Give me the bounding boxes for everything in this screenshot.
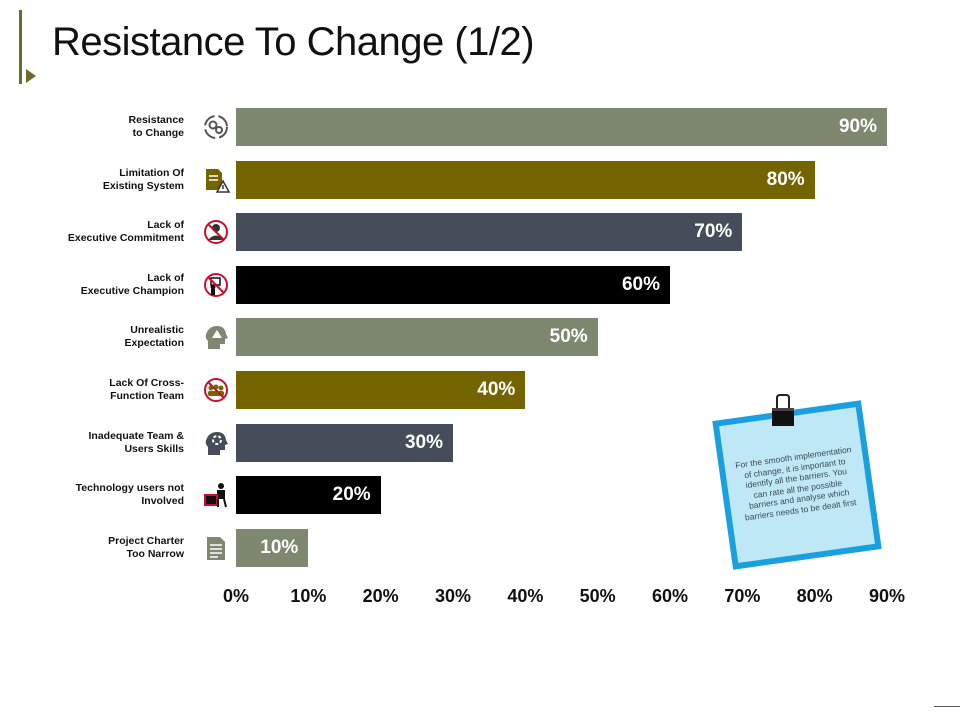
bar-data-label: 70% xyxy=(694,221,733,243)
bar: 10% xyxy=(236,528,309,567)
x-tick-label: 0% xyxy=(222,586,249,606)
x-tick-label: 80% xyxy=(796,586,833,606)
document-icon xyxy=(207,536,225,560)
category-label: Limitation Of Existing System xyxy=(102,166,184,192)
bar: 20% xyxy=(236,476,381,515)
no-presenter-icon xyxy=(204,272,228,297)
document-warning-icon xyxy=(206,168,230,193)
no-person-icon xyxy=(204,220,228,245)
bar: 30% xyxy=(236,423,453,462)
x-tick-label: 50% xyxy=(579,586,616,606)
gears-cycle-icon xyxy=(204,115,228,139)
bar: 40% xyxy=(236,371,526,409)
corner-rule xyxy=(934,706,960,707)
title-accent-triangle xyxy=(26,69,36,83)
bar: 50% xyxy=(236,318,598,357)
category-label: Lack Of Cross- Function Team xyxy=(109,377,184,402)
bar: 70% xyxy=(236,213,743,252)
category-label: Resistance to Change xyxy=(128,114,184,139)
bar-data-label: 60% xyxy=(621,273,660,295)
bar-data-label: 30% xyxy=(404,431,443,453)
category-label: Lack of Executive Champion xyxy=(80,271,184,297)
category-label: Inadequate Team & Users Skills xyxy=(88,429,185,455)
bar-data-label: 80% xyxy=(766,168,805,190)
person-desk-icon xyxy=(204,483,227,508)
sticky-note: For the smooth implementation of change,… xyxy=(712,400,882,570)
x-tick-label: 10% xyxy=(290,586,327,606)
head-warning-icon xyxy=(205,326,228,350)
x-tick-label: 30% xyxy=(434,586,472,606)
category-label: Technology users not Involved xyxy=(75,482,184,508)
bar: 80% xyxy=(236,160,815,199)
page-title: Resistance To Change (1/2) xyxy=(52,20,535,64)
bar-data-label: 10% xyxy=(260,536,299,558)
title-accent-rule xyxy=(19,10,22,84)
bar: 90% xyxy=(236,108,887,146)
bar-data-label: 40% xyxy=(477,379,516,400)
category-label: Lack of Executive Commitment xyxy=(67,219,184,245)
bar-data-label: 90% xyxy=(838,116,877,137)
x-tick-label: 70% xyxy=(724,586,761,606)
x-tick-label: 40% xyxy=(507,586,544,606)
no-team-icon xyxy=(204,378,228,402)
x-tick-label: 20% xyxy=(362,586,399,606)
category-label: Unrealistic Expectation xyxy=(124,324,184,350)
x-tick-label: 60% xyxy=(651,586,689,606)
bar-data-label: 50% xyxy=(549,326,588,348)
x-tick-label: 90% xyxy=(868,586,906,606)
binder-clip-icon xyxy=(772,394,794,426)
bar: 60% xyxy=(236,265,670,304)
bar-data-label: 20% xyxy=(332,484,371,506)
head-gear-icon xyxy=(205,431,228,455)
category-label: Project Charter Too Narrow xyxy=(108,534,184,560)
